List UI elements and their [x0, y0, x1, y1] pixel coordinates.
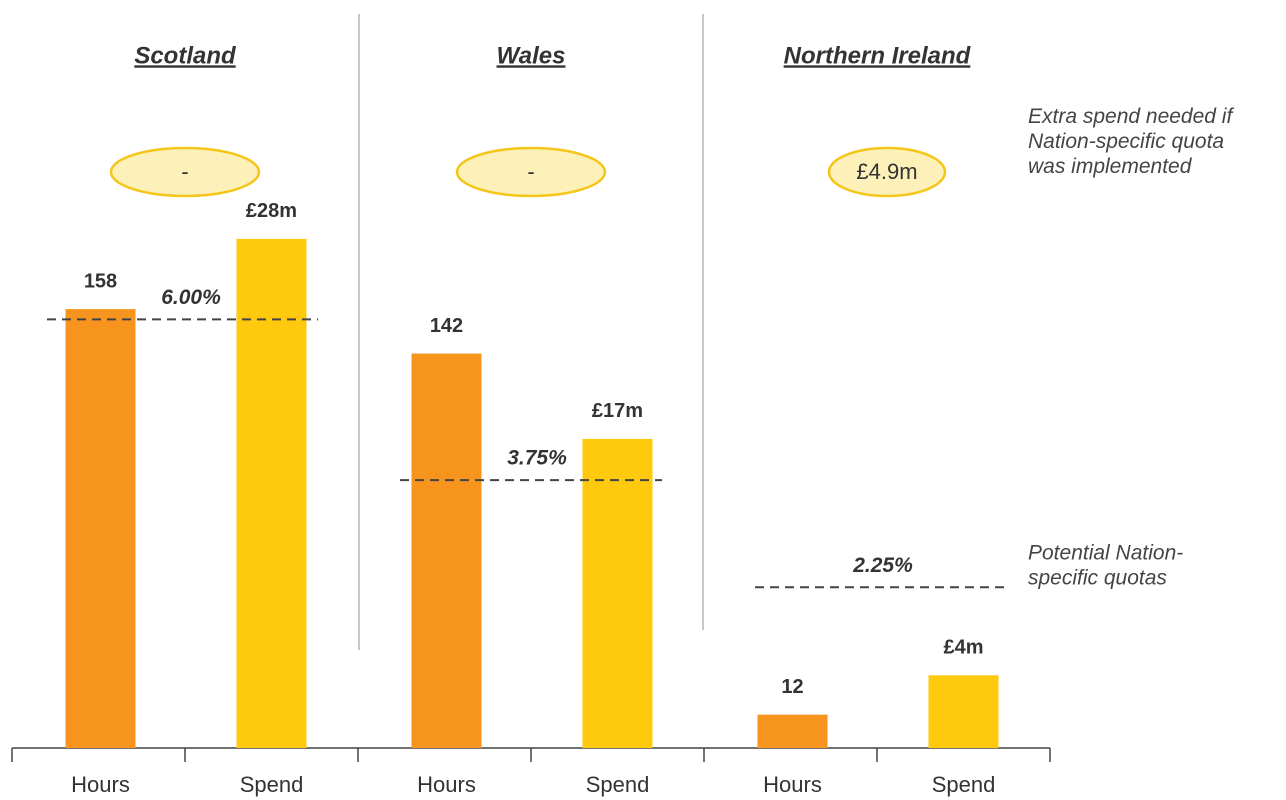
annotation-line: Potential Nation-	[1028, 541, 1183, 564]
extra-spend-pill	[455, 146, 607, 198]
bar-label: 158	[84, 270, 117, 292]
group-title: Northern Ireland	[784, 42, 972, 69]
bar-label: £28m	[246, 200, 297, 222]
bar-label: 142	[430, 315, 463, 337]
bar	[411, 353, 482, 748]
group-title: Scotland	[134, 42, 237, 69]
quota-label: 2.25%	[852, 554, 913, 577]
bar	[928, 675, 999, 748]
x-tick-label: Hours	[71, 772, 130, 797]
bar-label: £17m	[592, 400, 643, 422]
bar	[65, 309, 136, 748]
group-title: Wales	[497, 42, 566, 69]
annotation-line: Nation-specific quota	[1028, 130, 1224, 153]
bar	[582, 438, 653, 748]
annotation-line: specific quotas	[1028, 566, 1167, 589]
annotation: Potential Nation-specific quotas	[1028, 541, 1183, 589]
x-tick-label: Hours	[763, 772, 822, 797]
bar	[236, 238, 307, 748]
quota-label: 6.00%	[161, 286, 221, 309]
bar	[757, 714, 828, 748]
annotation-line: was implemented	[1028, 155, 1193, 178]
bar-label: £4m	[943, 637, 983, 659]
x-tick-label: Hours	[417, 772, 476, 797]
bar-label: 12	[781, 676, 803, 698]
quota-label: 3.75%	[507, 447, 567, 470]
extra-spend-pill	[109, 146, 261, 198]
extra-spend-pill	[827, 146, 947, 198]
x-tick-label: Spend	[586, 772, 650, 797]
extra-spend-label: -	[527, 159, 534, 184]
x-tick-label: Spend	[240, 772, 304, 797]
x-tick-label: Spend	[932, 772, 996, 797]
extra-spend-label: -	[181, 159, 188, 184]
annotation: Extra spend needed if Nation-specific quo…	[1028, 105, 1234, 178]
annotation-line: Extra spend needed if	[1028, 105, 1234, 128]
extra-spend-label: £4.9m	[856, 159, 917, 184]
